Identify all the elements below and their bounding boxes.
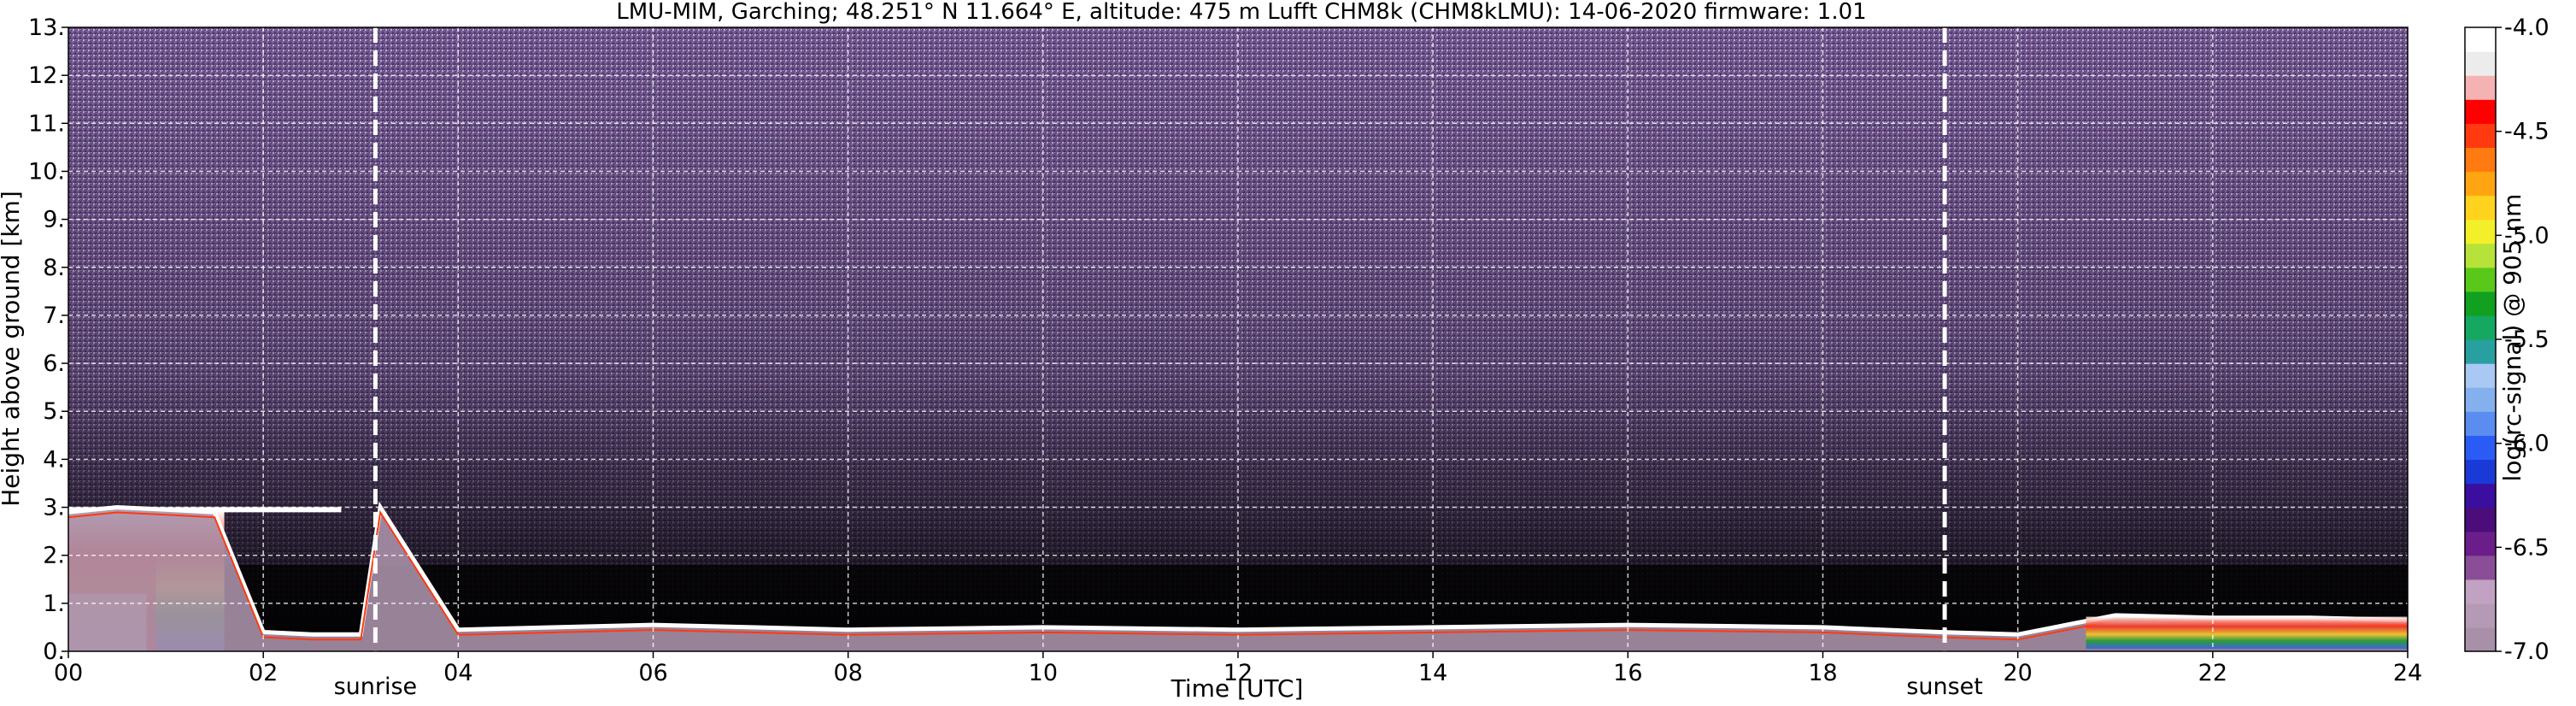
colorbar-tick-label: -6.5 <box>2504 534 2550 561</box>
y-tick-label: 5. <box>43 398 65 425</box>
y-tick-label: 3. <box>43 495 65 521</box>
y-tick-label: 13. <box>28 15 65 41</box>
colorbar-swatch <box>2465 51 2496 76</box>
sunrise-label: sunrise <box>334 674 418 700</box>
y-axis-title: Height above ground [km] <box>0 191 25 507</box>
y-tick-label: 12. <box>28 62 65 89</box>
y-tick-label: 1. <box>43 591 65 617</box>
x-tick-label: 00 <box>54 660 83 686</box>
colorbar-swatch <box>2465 291 2496 316</box>
x-tick-label: 14 <box>1418 660 1447 686</box>
colorbar-swatch <box>2465 411 2496 436</box>
x-tick-label: 18 <box>1808 660 1837 686</box>
sunset-label: sunset <box>1906 674 1983 700</box>
colorbar-label: log(rc-signal) @ 905 nm <box>2498 194 2526 482</box>
chart-title: LMU-MIM, Garching; 48.251° N 11.664° E, … <box>616 0 1866 25</box>
colorbar-swatch <box>2465 387 2496 412</box>
y-tick-label: 9. <box>43 207 65 233</box>
y-tick-label: 11. <box>28 110 65 137</box>
x-tick-label: 04 <box>443 660 472 686</box>
boundary-layer-top <box>67 501 2409 637</box>
colorbar-swatch <box>2465 171 2496 197</box>
x-tick-label: 20 <box>2003 660 2032 686</box>
colorbar-tick-label: -4.5 <box>2504 119 2550 145</box>
y-axis: 0. 1. 2. 3. 4. 5. 6. 7. 8. 9. 10. 11. 12. 13. <box>28 15 68 665</box>
colorbar-swatch <box>2465 483 2496 509</box>
y-tick-label: 7. <box>43 303 65 329</box>
y-tick-label: 4. <box>43 446 65 473</box>
colorbar-swatch <box>2465 195 2496 221</box>
colorbar-swatch <box>2465 243 2496 268</box>
colorbar-tick-label: -5.0 <box>2504 222 2550 249</box>
y-tick-label: 2. <box>43 543 65 569</box>
sun-markers: sunrise sunset <box>334 27 1983 700</box>
colorbar-swatch <box>2465 219 2496 244</box>
colorbar-swatch <box>2465 507 2496 532</box>
x-tick-label: 22 <box>2198 660 2227 686</box>
y-tick-label: 10. <box>28 158 65 185</box>
plot-area: sunrise sunset <box>67 26 2409 700</box>
residual-layer <box>2086 616 2408 650</box>
x-tick-label: 16 <box>1613 660 1642 686</box>
x-tick-label: 24 <box>2393 660 2422 686</box>
y-tick-label: 6. <box>43 350 65 377</box>
boundary-layer-red <box>67 509 2409 641</box>
x-tick-label: 08 <box>833 660 862 686</box>
x-axis-title: Time [UTC] <box>1171 674 1304 703</box>
y-tick-label: 8. <box>43 255 65 281</box>
colorbar-swatch <box>2465 459 2496 485</box>
colorbar-swatch <box>2465 27 2496 52</box>
colorbar-swatch <box>2465 75 2496 100</box>
colorbar-swatch <box>2465 627 2496 652</box>
colorbar-swatch <box>2465 123 2496 148</box>
colorbar-tick-label: -6.0 <box>2504 431 2550 457</box>
colorbar-swatch <box>2465 147 2496 173</box>
colorbar-tick-label: -4.0 <box>2504 15 2550 41</box>
colorbar-tick-label: -7.0 <box>2504 638 2550 665</box>
colorbar: -4.0 -4.5 -5.0 -5.5 -6.0 -6.5 -7.0 <box>2464 15 2550 665</box>
x-tick-label: 10 <box>1029 660 1058 686</box>
x-tick-label: 02 <box>249 660 278 686</box>
colorbar-tick-label: -5.5 <box>2504 327 2550 353</box>
colorbar-swatch <box>2465 531 2496 556</box>
colorbar-swatch <box>2465 435 2496 460</box>
colorbar-swatch <box>2465 267 2496 292</box>
x-axis: 00 02 04 06 08 10 12 14 16 18 20 22 24 <box>54 651 2422 686</box>
colorbar-swatch <box>2465 363 2496 388</box>
colorbar-swatch <box>2465 603 2496 628</box>
x-tick-label: 06 <box>638 660 667 686</box>
colorbar-swatch <box>2465 99 2496 124</box>
grid-lines <box>68 27 2408 651</box>
y-tick-label: 0. <box>43 638 65 665</box>
colorbar-swatch <box>2465 579 2496 604</box>
colorbar-swatch <box>2465 555 2496 580</box>
colorbar-swatch <box>2465 315 2496 340</box>
x-tick-label: 12 <box>1223 660 1253 686</box>
colorbar-swatch <box>2465 339 2496 364</box>
